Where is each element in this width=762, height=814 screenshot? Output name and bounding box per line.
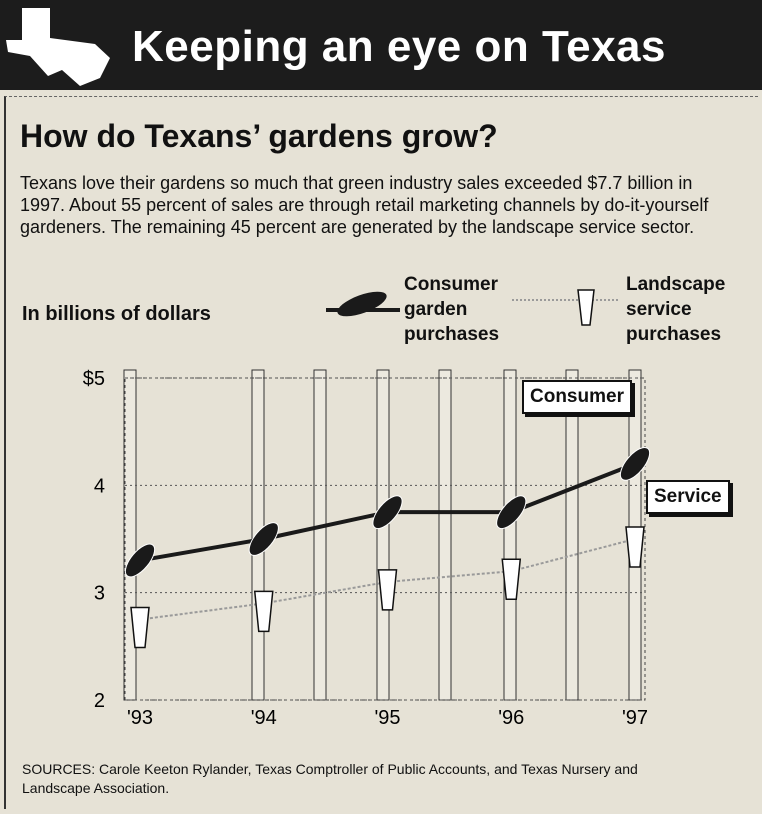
fence-post — [313, 369, 327, 701]
flower-marker — [501, 558, 522, 600]
flower-marker — [130, 606, 150, 649]
annotation: Service — [646, 480, 730, 514]
x-tick-label: '97 — [622, 707, 648, 729]
header-band: Keeping an eye on Texas — [0, 0, 762, 90]
y-tick-label: 3 — [94, 583, 105, 605]
fence-post — [376, 369, 390, 701]
y-tick-label: 4 — [94, 475, 105, 497]
x-tick-label: '95 — [374, 707, 400, 729]
fence-post — [565, 369, 579, 701]
leaf-marker — [248, 522, 279, 556]
leaf-marker — [619, 446, 651, 481]
leaf-marker — [372, 495, 403, 530]
source-note: SOURCES: Carole Keeton Rylander, Texas C… — [22, 761, 638, 796]
texas-icon — [6, 8, 110, 86]
leaf-marker — [496, 495, 527, 530]
fence-post — [438, 369, 452, 701]
flower-marker — [625, 526, 645, 568]
annotation: Consumer — [522, 380, 632, 414]
fence-post — [503, 369, 517, 701]
chart-subtitle: Texans love their gardens so much that g… — [20, 173, 709, 237]
legend-symbols — [326, 289, 620, 326]
chart: 2 3 4 $5 '93 '94 '95 '96 '97 — [83, 368, 651, 729]
flower-marker — [253, 590, 274, 633]
header-title: Keeping an eye on Texas — [132, 22, 666, 71]
fence-post — [123, 369, 137, 701]
y-tick-label: 2 — [94, 690, 105, 712]
frame — [4, 96, 758, 809]
y-tick-label: $5 — [83, 368, 105, 390]
flower-marker — [377, 569, 398, 611]
x-tick-label: '93 — [127, 707, 153, 729]
x-tick-label: '96 — [498, 707, 524, 729]
leaf-marker — [124, 543, 156, 578]
legend-entry: Landscape service purchases — [626, 274, 726, 345]
y-axis-label: In billions of dollars — [22, 303, 211, 325]
x-tick-label: '94 — [251, 707, 277, 729]
chart-title: How do Texans’ gardens grow? — [20, 118, 498, 154]
legend-entry: Consumer garden purchases — [404, 274, 500, 345]
